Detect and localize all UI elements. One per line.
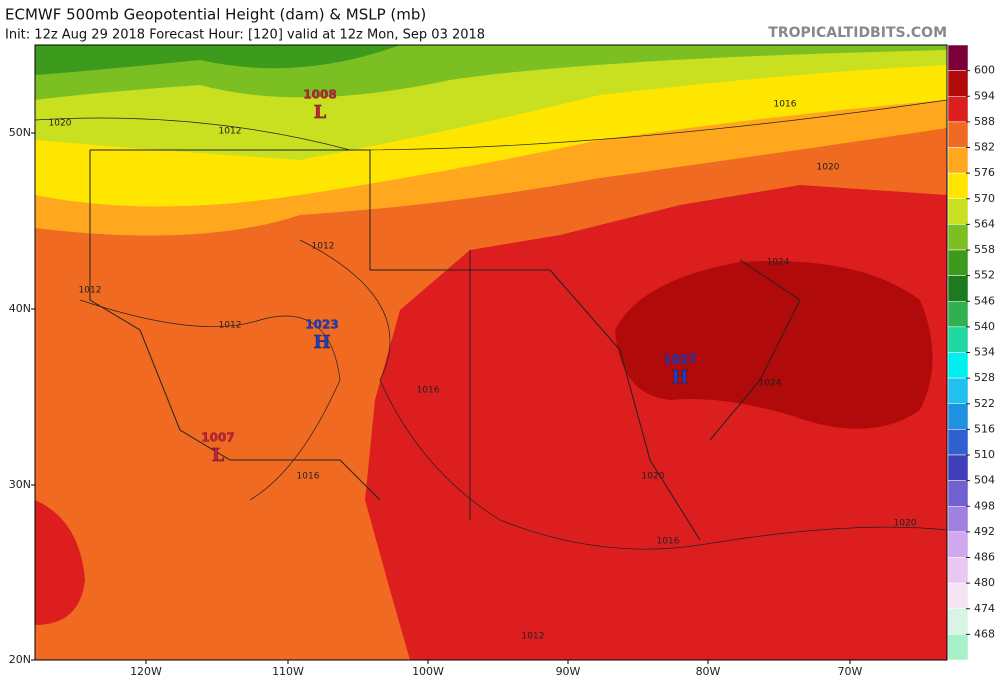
map <box>35 45 947 660</box>
colorbar-label: 480 <box>974 576 995 589</box>
colorbar-label: 600 <box>974 64 995 77</box>
colorbar-label: 516 <box>974 422 995 435</box>
longitude-label: 90W <box>556 665 581 678</box>
colorbar-box <box>947 121 969 148</box>
pressure-symbol: L <box>212 445 225 466</box>
longitude-label: 80W <box>696 665 721 678</box>
colorbar: 600 594 588 582 576 570 564 558 552 546 540 534 528 5… <box>947 44 995 661</box>
colorbar-label: 558 <box>974 243 995 256</box>
colorbar-box <box>947 224 969 251</box>
colorbar-box <box>947 377 969 404</box>
longitude-label: 110W <box>272 665 304 678</box>
colorbar-box <box>947 249 969 276</box>
colorbar-label: 498 <box>974 499 995 512</box>
colorbar-box <box>947 326 969 353</box>
colorbar-box <box>947 147 969 174</box>
band-dark-red <box>615 261 933 429</box>
colorbar-label: 540 <box>974 320 995 333</box>
isobar-label: 1016 <box>417 386 440 396</box>
colorbar-label: 504 <box>974 474 995 487</box>
colorbar-box <box>947 429 969 456</box>
colorbar-box <box>947 634 969 661</box>
colorbar-box <box>947 608 969 635</box>
pressure-symbol: L <box>314 102 327 123</box>
colorbar-box <box>947 275 969 302</box>
isobar-label: 1020 <box>894 519 917 529</box>
colorbar-box <box>947 480 969 507</box>
colorbar-box <box>947 198 969 225</box>
colorbar-label: 534 <box>974 346 995 359</box>
pressure-value: 1027 <box>663 353 696 367</box>
isobar-label: 1012 <box>522 632 545 642</box>
latitude-label: 50N <box>9 126 31 139</box>
colorbar-box <box>947 403 969 430</box>
isobar-label: 1024 <box>767 258 790 268</box>
colorbar-label: 486 <box>974 551 995 564</box>
credit: TROPICALTIDBITS.COM <box>768 25 947 41</box>
isobar-label: 1016 <box>297 472 320 482</box>
map-frame <box>34 44 948 661</box>
colorbar-label: 522 <box>974 397 995 410</box>
isobar-label: 1012 <box>312 242 335 252</box>
colorbar-box <box>947 96 969 123</box>
isobar-label: 1016 <box>657 537 680 547</box>
colorbar-label: 582 <box>974 141 995 154</box>
isobar-label: 1024 <box>759 379 782 389</box>
colorbar-box <box>947 582 969 609</box>
colorbar-label: 564 <box>974 217 995 230</box>
isobar-label: 1012 <box>79 286 102 296</box>
pressure-value: 1007 <box>201 431 234 445</box>
isobar-label: 1020 <box>642 472 665 482</box>
latitude-label: 40N <box>9 302 31 315</box>
isobar-label: 1016 <box>774 100 797 110</box>
pressure-value: 1008 <box>303 88 336 102</box>
colorbar-box <box>947 531 969 558</box>
title: ECMWF 500mb Geopotential Height (dam) & … <box>5 6 426 24</box>
pressure-value: 1023 <box>305 318 338 332</box>
colorbar-label: 492 <box>974 525 995 538</box>
isobar-label: 1012 <box>219 321 242 331</box>
colorbar-label: 594 <box>974 89 995 102</box>
colorbar-box <box>947 44 969 71</box>
latitude-label: 20N <box>9 653 31 666</box>
colorbar-label: 570 <box>974 192 995 205</box>
colorbar-label: 552 <box>974 269 995 282</box>
colorbar-box <box>947 301 969 328</box>
longitude-label: 120W <box>130 665 162 678</box>
colorbar-box <box>947 70 969 97</box>
colorbar-box <box>947 172 969 199</box>
colorbar-box <box>947 454 969 481</box>
colorbar-box <box>947 557 969 584</box>
band-dark-green <box>35 45 400 75</box>
subtitle: Init: 12z Aug 29 2018 Forecast Hour: [12… <box>5 28 485 43</box>
pressure-symbol: H <box>671 367 688 388</box>
colorbar-box <box>947 352 969 379</box>
colorbar-label: 588 <box>974 115 995 128</box>
isobar-label: 1012 <box>219 127 242 137</box>
latitude-label: 30N <box>9 478 31 491</box>
colorbar-label: 510 <box>974 448 995 461</box>
colorbar-label: 546 <box>974 294 995 307</box>
colorbar-label: 474 <box>974 602 995 615</box>
colorbar-label: 528 <box>974 371 995 384</box>
band-red <box>35 500 85 625</box>
pressure-symbol: H <box>313 332 330 353</box>
isobar-label: 1020 <box>49 119 72 129</box>
isobar-label: 1020 <box>817 163 840 173</box>
longitude-label: 100W <box>412 665 444 678</box>
colorbar-box <box>947 506 969 533</box>
longitude-label: 70W <box>838 665 863 678</box>
colorbar-label: 468 <box>974 627 995 640</box>
colorbar-label: 576 <box>974 166 995 179</box>
contours <box>35 99 947 550</box>
